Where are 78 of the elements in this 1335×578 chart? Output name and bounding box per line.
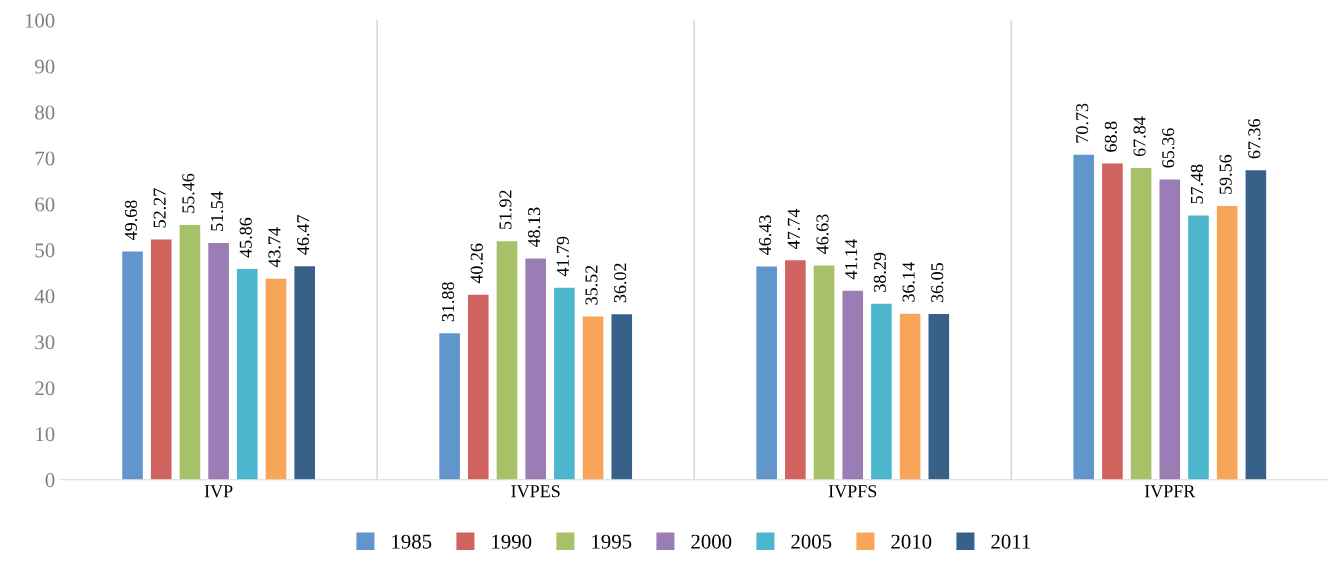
bar (1073, 154, 1095, 480)
y-tick-label: 50 (35, 243, 55, 258)
bar (871, 303, 892, 480)
legend-label: 1995 (592, 534, 632, 549)
data-label: 55.46 (182, 173, 195, 213)
bar (265, 278, 287, 480)
bar (842, 290, 864, 480)
bar (611, 314, 633, 480)
data-label: 49.68 (124, 200, 138, 240)
data-label: 36.02 (614, 263, 627, 303)
bar (1159, 179, 1181, 480)
bar (237, 269, 258, 480)
bar (525, 258, 546, 480)
bar (208, 242, 229, 480)
data-label: 47.74 (787, 208, 800, 249)
legend-label: 2011 (991, 534, 1031, 549)
data-label: 36.05 (931, 263, 944, 303)
data-label: 65.36 (1162, 128, 1175, 168)
data-label: 68.8 (1104, 121, 1117, 152)
x-tick-label: IVP (204, 485, 233, 498)
data-label: 59.56 (1219, 154, 1232, 194)
y-tick-label: 20 (35, 381, 55, 396)
data-label: 70.73 (1076, 103, 1089, 143)
bar (756, 266, 777, 480)
bar (582, 316, 604, 480)
data-label: 51.54 (211, 191, 224, 231)
y-tick-label: 100 (25, 13, 55, 28)
data-label: 52.27 (153, 188, 166, 228)
legend-label: 1985 (392, 534, 432, 549)
data-label: 51.92 (499, 190, 512, 229)
y-tick-label: 80 (35, 105, 55, 120)
y-tick-label: 10 (36, 427, 55, 442)
data-label: 41.79 (556, 236, 569, 277)
y-tick-label: 30 (35, 335, 55, 350)
y-tick-label: 0 (45, 473, 55, 488)
bar (1188, 215, 1209, 480)
bar (1102, 163, 1123, 480)
data-label: 67.36 (1248, 119, 1261, 159)
data-label: 36.14 (902, 262, 915, 302)
bar (899, 313, 921, 480)
data-label: 57.48 (1190, 164, 1204, 204)
x-tick-label: IVPES (511, 485, 560, 498)
x-tick-label: IVPFS (828, 485, 877, 498)
bar (785, 260, 806, 480)
bar (122, 251, 143, 480)
legend-label: 2000 (691, 534, 732, 549)
data-label: 46.43 (759, 215, 772, 255)
bar (467, 294, 489, 480)
x-tick-label: IVPFR (1144, 485, 1196, 498)
data-label: 45.86 (239, 217, 252, 258)
data-label: 43.74 (268, 227, 281, 268)
bar (439, 333, 460, 480)
data-label: 35.52 (585, 265, 598, 305)
legend-label: 2010 (891, 534, 932, 549)
bar (496, 241, 518, 480)
data-label: 31.88 (441, 282, 455, 322)
data-label: 67.84 (1133, 116, 1146, 157)
data-label: 48.13 (528, 207, 541, 248)
bar (1216, 206, 1238, 480)
data-label: 38.29 (873, 252, 887, 292)
bar (179, 224, 201, 480)
bar (928, 314, 950, 480)
bar (1130, 168, 1152, 480)
bar (150, 239, 172, 480)
data-label: 46.47 (297, 214, 310, 255)
bar (1245, 170, 1267, 480)
data-label: 40.26 (470, 243, 483, 284)
data-label: 41.14 (845, 239, 858, 280)
bar (294, 266, 315, 480)
bar (554, 287, 575, 480)
y-tick-label: 90 (35, 59, 55, 74)
y-tick-label: 70 (35, 151, 55, 166)
y-tick-label: 40 (34, 289, 55, 304)
legend-label: 1990 (492, 534, 532, 549)
y-tick-label: 60 (35, 197, 55, 212)
bar (813, 265, 835, 480)
data-label: 46.63 (816, 214, 829, 255)
legend-label: 2005 (791, 534, 832, 549)
